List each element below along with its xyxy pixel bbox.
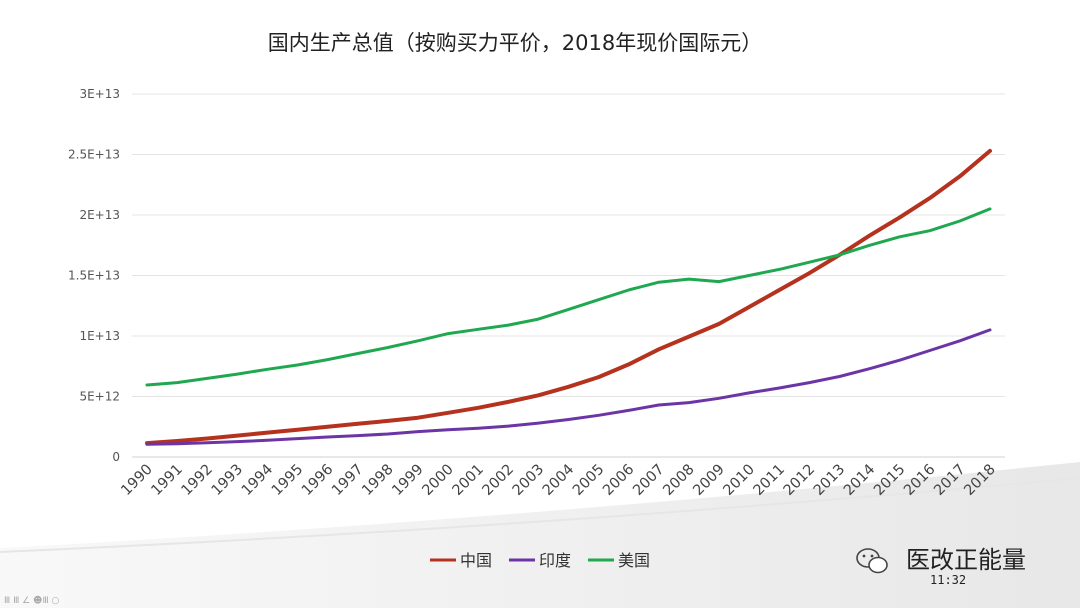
x-tick-label: 2010 — [721, 462, 758, 499]
y-tick-label: 1E+13 — [79, 329, 120, 343]
chart-title: 国内生产总值（按购买力平价，2018年现价国际元） — [268, 31, 762, 55]
line-india — [145, 328, 992, 446]
x-tick-label: 1994 — [239, 462, 276, 499]
x-tick-label: 1990 — [118, 462, 155, 499]
legend: 中国 印度 美国 — [430, 551, 650, 570]
x-tick-label: 2006 — [600, 462, 637, 499]
x-tick-label: 1992 — [179, 462, 216, 499]
x-tick-label: 1998 — [359, 462, 396, 499]
x-tick-label: 2002 — [480, 462, 517, 499]
x-tick-label: 1993 — [209, 462, 246, 499]
x-tick-label: 1996 — [299, 462, 336, 499]
y-tick-label: 3E+13 — [79, 87, 120, 101]
x-tick-label: 1991 — [149, 462, 186, 499]
x-tick-label: 2008 — [660, 462, 697, 499]
gridlines — [132, 93, 1005, 458]
x-tick-label: 2009 — [690, 462, 727, 499]
series-lines — [145, 148, 992, 446]
y-tick-label: 5E+12 — [79, 390, 120, 404]
y-tick-label: 1.5E+13 — [68, 269, 120, 283]
x-tick-label: 2005 — [570, 462, 607, 499]
x-tick-label: 2007 — [630, 462, 667, 499]
x-tick-label: 1995 — [269, 462, 306, 499]
x-tick-label: 2001 — [450, 462, 487, 499]
watermark-time: 11:32 — [930, 573, 966, 587]
y-axis-tick-labels: 0 5E+12 1E+13 1.5E+13 2E+13 2.5E+13 3E+13 — [68, 87, 120, 464]
y-tick-label: 0 — [112, 450, 120, 464]
line-china — [145, 148, 992, 446]
watermark: 医改正能量 11:32 — [856, 546, 1026, 587]
slide-footnote: Ⅲ Ⅲ ∠ ☻Ⅲ ○ — [4, 595, 60, 606]
legend-label-india: 印度 — [539, 551, 571, 570]
x-tick-label: 1997 — [329, 462, 366, 499]
watermark-text: 医改正能量 — [906, 546, 1026, 574]
legend-label-usa: 美国 — [618, 551, 650, 570]
wechat-logo-icon — [856, 548, 888, 574]
background-swoosh — [0, 462, 1080, 608]
line-usa — [145, 207, 992, 387]
background-swoosh-line — [0, 477, 1080, 553]
y-tick-label: 2.5E+13 — [68, 148, 120, 162]
legend-label-china: 中国 — [460, 551, 492, 570]
y-tick-label: 2E+13 — [79, 208, 120, 222]
x-tick-label: 2003 — [510, 462, 547, 499]
x-tick-label: 2000 — [419, 462, 456, 499]
x-tick-label: 1999 — [389, 462, 426, 499]
x-tick-label: 2004 — [540, 462, 577, 499]
